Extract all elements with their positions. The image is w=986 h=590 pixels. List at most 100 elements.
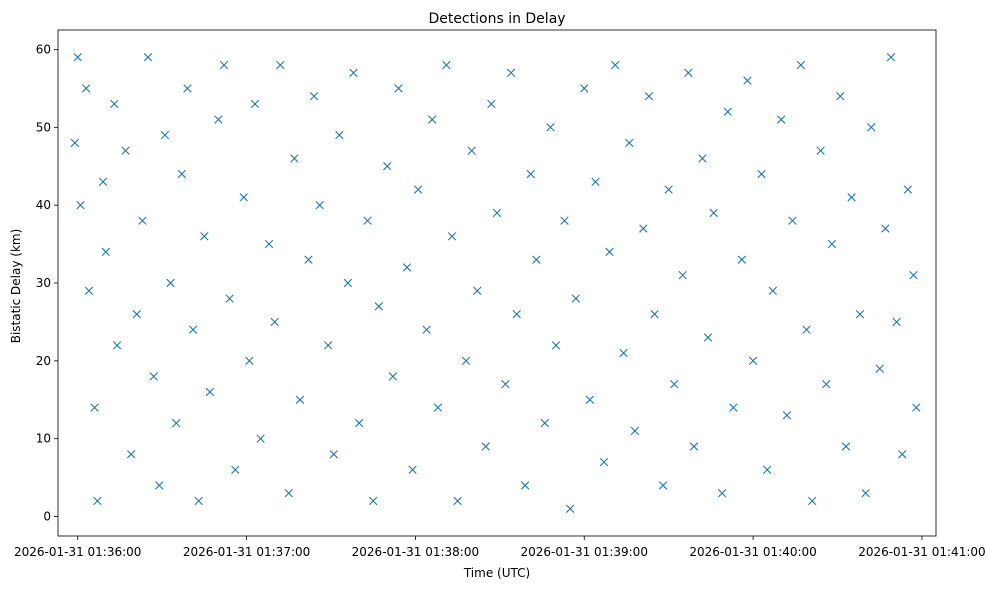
data-point: [98, 177, 108, 186]
y-tick-label: 20: [36, 354, 51, 368]
data-point: [768, 286, 777, 295]
data-point: [867, 123, 876, 132]
data-point: [388, 372, 398, 381]
data-point: [487, 99, 496, 109]
data-point: [473, 286, 482, 295]
data-point: [571, 294, 580, 303]
data-point: [166, 278, 175, 288]
data-point: [796, 60, 806, 70]
data-point: [383, 162, 392, 171]
data-point: [363, 216, 372, 225]
y-axis-label: Bistatic Delay (km): [9, 229, 23, 344]
data-point: [205, 387, 215, 397]
data-point: [565, 504, 575, 513]
data-point: [909, 271, 918, 280]
data-point: [408, 465, 417, 475]
data-point: [580, 84, 589, 93]
data-point: [717, 488, 727, 498]
data-point: [239, 193, 248, 202]
data-point: [290, 154, 299, 163]
data-point: [149, 372, 158, 381]
data-point: [855, 309, 865, 319]
data-point: [777, 115, 786, 124]
data-point: [611, 60, 620, 70]
data-point: [788, 216, 797, 225]
data-point: [591, 177, 600, 186]
data-point: [619, 348, 628, 358]
data-point: [447, 232, 457, 241]
data-point: [551, 341, 561, 350]
data-point: [304, 255, 313, 264]
data-point: [295, 395, 305, 404]
data-point: [762, 465, 772, 475]
data-point: [816, 146, 825, 155]
data-point: [84, 286, 94, 295]
data-point: [658, 481, 668, 490]
data-point: [492, 208, 502, 218]
data-point: [743, 76, 752, 85]
y-tick-label: 0: [43, 510, 51, 524]
data-point: [81, 84, 91, 93]
data-point: [729, 403, 738, 412]
data-point: [73, 53, 82, 62]
data-point: [689, 442, 699, 451]
x-axis-label: Time (UTC): [463, 566, 530, 580]
data-point: [585, 395, 595, 404]
data-point: [748, 356, 758, 366]
data-point: [138, 216, 147, 225]
data-point: [546, 123, 555, 132]
y-tick-label: 10: [36, 432, 51, 446]
y-axis-ticks: 0 10 20 30 40 50 60: [36, 42, 58, 524]
data-point: [354, 418, 364, 428]
data-point: [143, 53, 153, 62]
data-point: [160, 130, 170, 140]
y-tick-label: 40: [36, 198, 51, 212]
x-axis-ticks: 2026-01-31 01:36:00 2026-01-31 01:37:00 20…: [14, 536, 986, 559]
data-point: [315, 200, 324, 210]
x-tick-label: 2026-01-31 01:40:00: [689, 545, 816, 559]
data-point: [670, 380, 679, 389]
data-point: [284, 488, 293, 498]
data-point: [112, 341, 122, 350]
data-point: [90, 403, 99, 412]
data-point: [270, 317, 279, 327]
data-point: [703, 333, 713, 342]
data-point: [540, 418, 550, 428]
plot-frame: [57, 29, 937, 537]
data-point: [650, 309, 659, 319]
data-point: [836, 91, 845, 101]
y-tick-label: 50: [36, 120, 51, 134]
data-point: [126, 450, 136, 459]
data-point: [807, 496, 817, 506]
data-point: [219, 60, 229, 70]
data-point: [501, 380, 510, 389]
data-point: [200, 232, 209, 241]
data-point: [481, 442, 490, 451]
data-point: [847, 193, 856, 202]
x-tick-label: 2026-01-31 01:37:00: [183, 545, 310, 559]
data-point: [903, 185, 913, 194]
data-point: [343, 278, 353, 288]
data-point: [827, 239, 837, 249]
data-point: [394, 84, 403, 93]
data-point: [121, 146, 130, 155]
data-point: [225, 294, 234, 303]
data-point: [256, 434, 265, 443]
data-point: [526, 169, 535, 179]
data-point: [709, 208, 718, 218]
data-point: [639, 224, 648, 233]
data-point: [250, 99, 260, 109]
data-point: [349, 68, 358, 78]
data-points: [70, 53, 921, 513]
data-point: [414, 185, 423, 194]
data-point: [132, 309, 141, 319]
data-point: [723, 107, 732, 116]
data-point: [625, 138, 634, 148]
data-point: [664, 185, 673, 194]
data-point: [453, 496, 462, 506]
y-tick-label: 60: [36, 42, 51, 56]
data-point: [599, 457, 609, 467]
data-point: [782, 411, 792, 420]
data-point: [172, 418, 181, 428]
data-point: [912, 403, 921, 412]
